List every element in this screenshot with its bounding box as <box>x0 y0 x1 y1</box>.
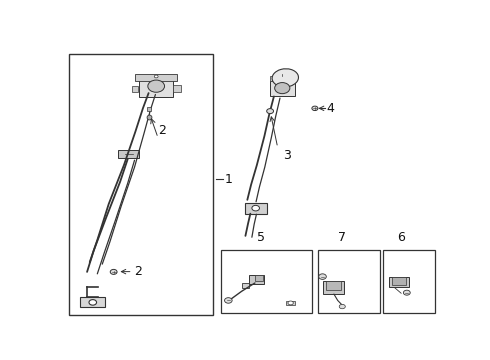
Bar <box>242 283 249 288</box>
Text: 2: 2 <box>134 265 142 278</box>
Bar <box>118 150 140 158</box>
Bar <box>69 54 213 315</box>
Text: 5: 5 <box>257 231 265 244</box>
Bar <box>249 275 264 284</box>
Bar <box>287 301 295 305</box>
Bar <box>255 275 263 281</box>
Bar <box>139 78 173 97</box>
Bar <box>318 250 380 314</box>
Circle shape <box>154 75 158 78</box>
Text: 1: 1 <box>224 172 232 185</box>
Circle shape <box>339 304 345 309</box>
Circle shape <box>403 290 410 295</box>
Bar <box>383 250 435 314</box>
Bar <box>131 86 138 92</box>
Circle shape <box>288 301 294 305</box>
Circle shape <box>252 205 260 211</box>
Circle shape <box>312 106 318 111</box>
Bar <box>323 281 344 294</box>
Bar <box>80 297 105 307</box>
Bar <box>389 278 410 287</box>
Circle shape <box>318 274 326 279</box>
Circle shape <box>148 80 165 92</box>
Bar <box>270 76 295 81</box>
Bar <box>135 74 177 81</box>
Text: 7: 7 <box>338 231 346 244</box>
Text: 3: 3 <box>283 149 291 162</box>
Circle shape <box>275 82 290 94</box>
Bar <box>173 85 181 92</box>
Circle shape <box>89 300 97 305</box>
Text: 4: 4 <box>326 102 334 115</box>
Text: 2: 2 <box>158 125 166 138</box>
Bar <box>220 250 312 314</box>
Bar <box>270 81 295 96</box>
Ellipse shape <box>272 69 298 87</box>
Circle shape <box>110 269 117 274</box>
Bar <box>326 281 341 291</box>
Bar <box>245 203 267 214</box>
Bar <box>392 277 406 285</box>
Circle shape <box>267 109 273 114</box>
Circle shape <box>224 298 232 303</box>
Text: 6: 6 <box>397 231 405 244</box>
